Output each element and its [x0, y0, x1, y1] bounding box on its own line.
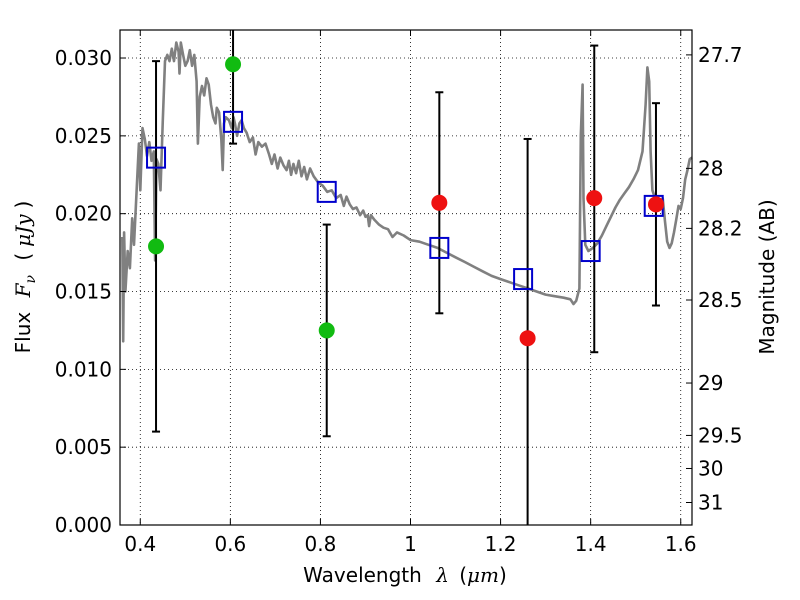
x-tick-label: 0.4: [124, 532, 156, 556]
y-tick-label: 0.020: [55, 202, 112, 226]
y-tick-label: 0.015: [55, 280, 112, 304]
y-axis-label-text: Flux: [11, 312, 35, 354]
x-tick-label: 1: [404, 532, 417, 556]
x-axis-label-symbol: λ: [435, 563, 449, 587]
model-photometry-point: [223, 110, 244, 133]
x-tick-label: 1.6: [665, 532, 697, 556]
y-axis-label-sub: ν: [23, 275, 39, 284]
y2-tick-label: 31: [698, 490, 723, 514]
model-photometry-layer: [146, 110, 664, 291]
y-tick-label: 0.010: [55, 357, 112, 381]
y-tick-label: 0.000: [55, 513, 112, 537]
plot-frame: [119, 29, 693, 526]
y-axis-label-unit: μJy: [11, 214, 35, 247]
y-tick-label: 0.005: [55, 435, 112, 459]
model-photometry-point: [146, 146, 167, 169]
x-tick-label: 1.4: [575, 532, 607, 556]
y-axis-label-symbol: F: [11, 282, 35, 298]
model-spectrum-line: [121, 41, 693, 343]
x-axis-label: Wavelength λ (μm): [303, 563, 507, 587]
y2-tick-label: 27.7: [698, 43, 743, 67]
model-spectrum-layer: [121, 41, 693, 343]
x-tick-label: 0.6: [214, 532, 246, 556]
observed-point: [519, 330, 536, 347]
y2-tick-label: 29: [698, 371, 723, 395]
y2-tick-label: 29.5: [698, 423, 743, 447]
observed-point: [586, 190, 603, 207]
observed-point: [647, 196, 664, 213]
y-tick-label: 0.030: [55, 46, 112, 70]
y2-tick-label: 28: [698, 156, 723, 180]
x-tick-label: 0.8: [305, 532, 337, 556]
x-axis-label-unit: μm: [467, 563, 499, 587]
ticks: 0.4 0.6 0.8 1 1.2 1.4 1.6 0.000 0.005 0.010 0.015 0…: [55, 30, 743, 556]
model-photometry-point: [580, 240, 601, 263]
observed-point: [225, 56, 242, 73]
observed-point: [148, 238, 165, 255]
y2-axis-label: Magnitude (AB): [755, 199, 779, 354]
x-axis-label-text: Wavelength: [303, 563, 422, 587]
y2-tick-label: 28.5: [698, 288, 743, 312]
y-axis-label: Flux Fν (μJy): [11, 201, 40, 354]
x-tick-label: 1.2: [485, 532, 517, 556]
model-photometry-point: [429, 236, 450, 259]
model-photometry-point: [316, 180, 337, 203]
observations-layer: [148, 56, 664, 347]
y-tick-label: 0.025: [55, 124, 112, 148]
observed-point: [318, 322, 335, 339]
model-photometry-point: [513, 268, 534, 291]
y2-tick-label: 30: [698, 456, 723, 480]
y2-tick-label: 28.2: [698, 216, 743, 240]
observed-point: [431, 194, 448, 211]
